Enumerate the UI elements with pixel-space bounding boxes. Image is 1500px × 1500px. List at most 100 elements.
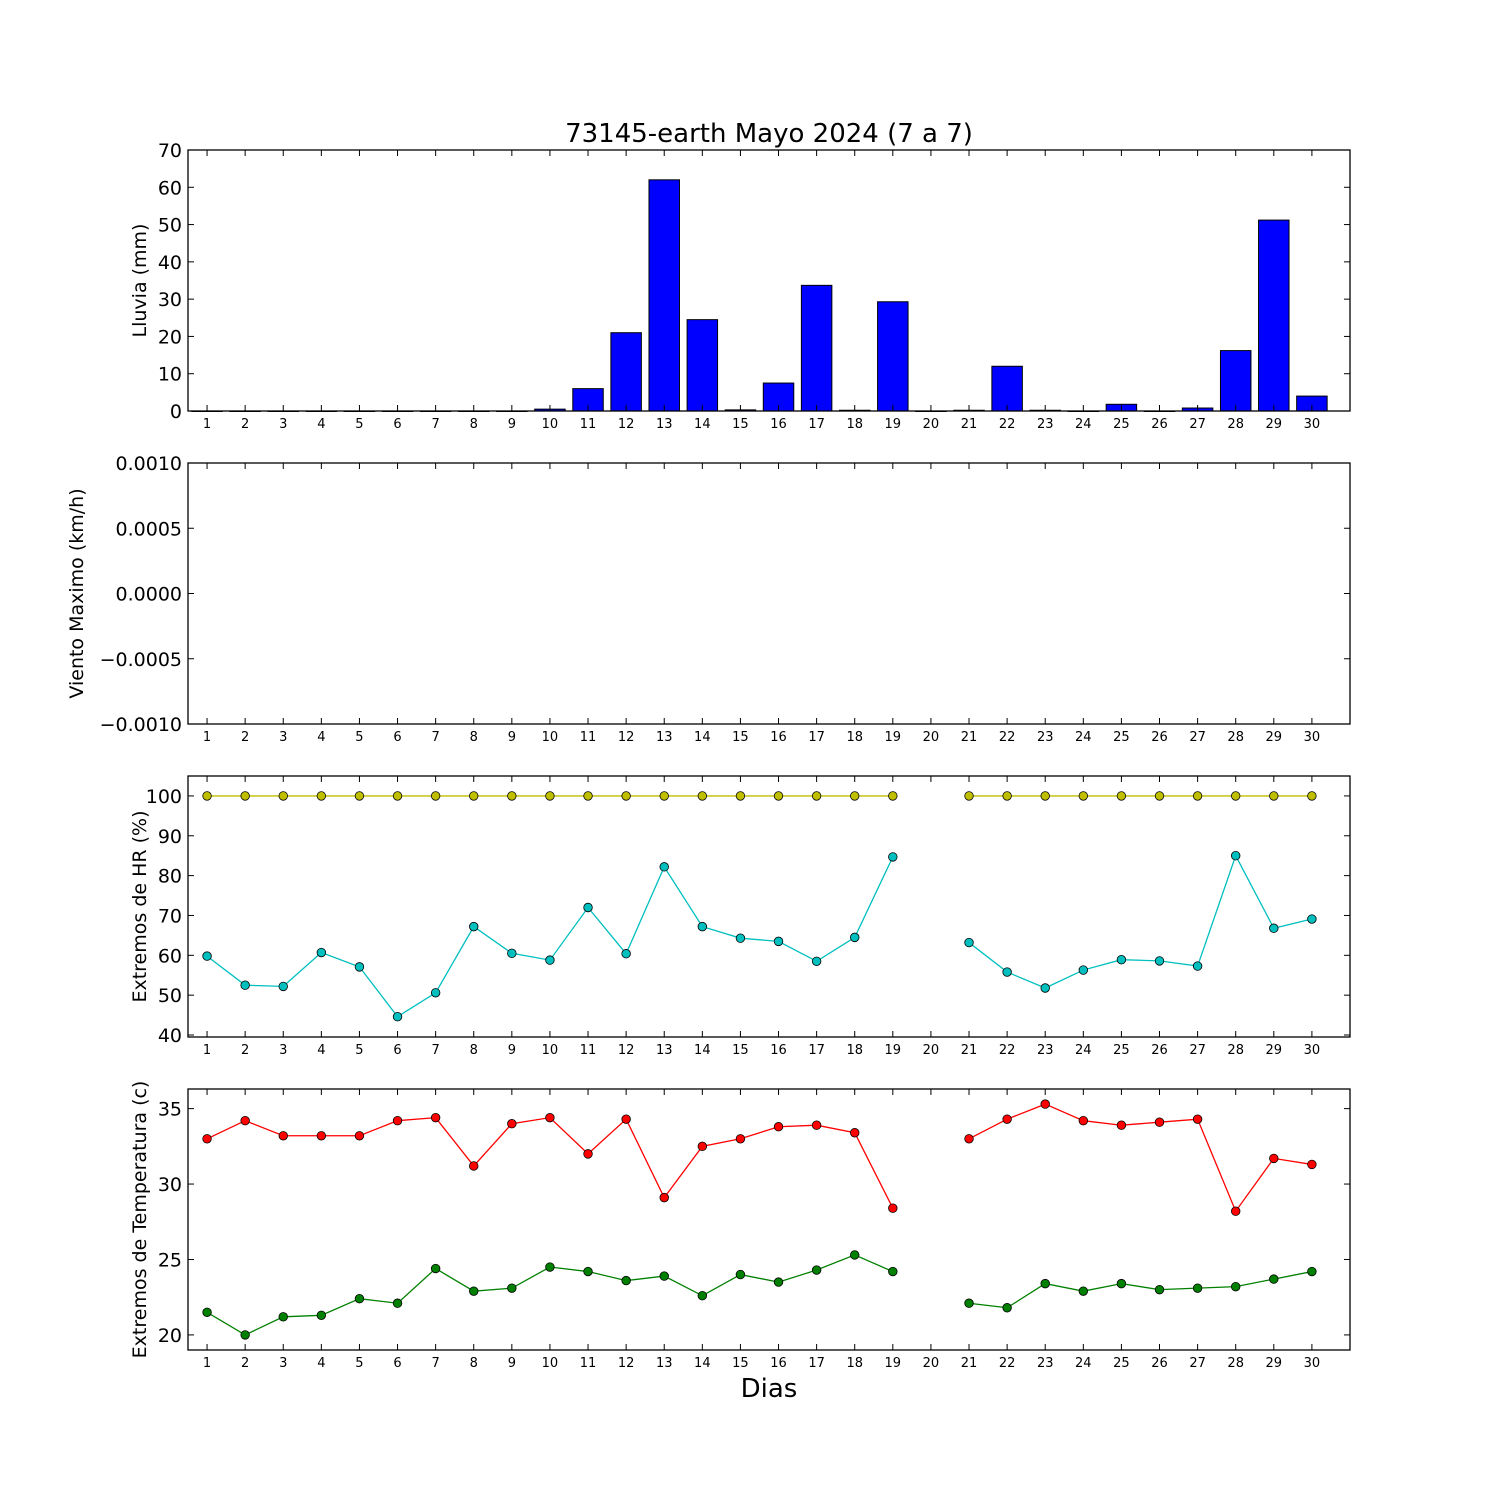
x-tick-label: 17: [808, 1043, 825, 1058]
x-tick-label: 19: [885, 1043, 902, 1058]
x-tick-label: 24: [1075, 417, 1092, 432]
x-tick-label: 4: [317, 1043, 325, 1058]
series-1-point-day-5: [354, 791, 365, 801]
x-tick-label: 8: [470, 730, 478, 745]
series-2-point-day-26: [1154, 1284, 1165, 1295]
x-tick-label: 22: [999, 1043, 1016, 1058]
x-tick-label: 12: [618, 730, 635, 745]
series-1-point-day-25: [1116, 1120, 1127, 1130]
series-2-point-day-17: [811, 1265, 822, 1275]
series-1-point-day-30: [1307, 1159, 1317, 1170]
x-tick-label: 1: [203, 1356, 211, 1371]
y-axis-label: Extremos de Temperatura (c): [129, 1081, 151, 1359]
x-tick-label: 16: [770, 417, 787, 432]
x-tick-label: 17: [808, 417, 825, 432]
series-2-point-day-24: [1078, 1286, 1089, 1296]
series-1-point-day-27: [1192, 791, 1203, 801]
series-1-point-day-29: [1269, 791, 1279, 801]
x-tick-label: 9: [508, 730, 516, 745]
series-1-point-day-2: [240, 1115, 250, 1126]
y-tick-label: 0.0000: [116, 584, 182, 606]
y-tick-label: 35: [158, 1099, 182, 1121]
series-2-line-2: [968, 1270, 1313, 1309]
bar-day-14: [686, 319, 719, 412]
x-tick-label: 4: [317, 1356, 325, 1371]
x-tick-label: 1: [203, 730, 211, 745]
x-tick-label: 22: [999, 417, 1016, 432]
x-tick-label: 30: [1304, 730, 1321, 745]
series-2-point-day-17: [811, 956, 822, 966]
series-2-point-day-2: [240, 1330, 250, 1340]
series-2-point-day-6: [392, 1011, 403, 1022]
series-1-point-day-18: [850, 791, 860, 801]
x-tick-label: 16: [770, 730, 787, 745]
series-2-point-day-11: [583, 1266, 593, 1277]
series-2-point-day-28: [1230, 1281, 1241, 1292]
x-tick-label: 3: [279, 417, 287, 432]
x-tick-label: 20: [923, 1356, 940, 1371]
x-tick-label: 7: [431, 417, 439, 432]
x-tick-label: 22: [999, 730, 1016, 745]
series-2-point-day-22: [1002, 967, 1012, 977]
x-tick-label: 11: [580, 1043, 597, 1058]
x-tick-label: 6: [393, 417, 401, 432]
series-1-point-day-1: [202, 1134, 212, 1144]
series-1-point-day-23: [1040, 1099, 1050, 1109]
series-2-point-day-29: [1269, 923, 1279, 933]
series-1-point-day-13: [659, 1192, 669, 1203]
series-2-point-day-16: [773, 936, 784, 947]
x-tick-label: 4: [317, 730, 325, 745]
series-1-point-day-21: [964, 791, 974, 801]
x-tick-label: 10: [542, 417, 559, 432]
series-2-point-day-15: [735, 933, 746, 943]
x-tick-label: 26: [1151, 417, 1168, 432]
series-1-line-2: [968, 1103, 1313, 1213]
x-tick-label: 28: [1227, 417, 1244, 432]
series-1-point-day-13: [659, 791, 669, 801]
series-2-point-day-7: [430, 988, 441, 998]
x-tick-label: 18: [846, 730, 863, 745]
y-axis-label: Viento Maximo (km/h): [66, 488, 88, 698]
x-tick-label: 14: [694, 1356, 711, 1371]
x-tick-label: 13: [656, 730, 673, 745]
x-tick-label: 25: [1113, 1356, 1130, 1371]
y-tick-label: 0.0010: [116, 453, 182, 475]
x-tick-label: 26: [1151, 1356, 1168, 1371]
bar-day-12: [610, 332, 642, 412]
x-tick-label: 18: [846, 417, 863, 432]
x-tick-label: 16: [770, 1043, 787, 1058]
series-1-point-day-10: [545, 791, 555, 801]
series-2-point-day-16: [773, 1277, 784, 1287]
series-2-point-day-5: [354, 1294, 365, 1304]
series-1-point-day-14: [697, 1141, 708, 1152]
series-2-point-day-9: [507, 1283, 517, 1293]
x-tick-label: 24: [1075, 1356, 1092, 1371]
x-tick-label: 19: [885, 417, 902, 432]
x-tick-label: 15: [732, 1043, 749, 1058]
series-2-point-day-30: [1307, 1266, 1317, 1277]
series-2-point-day-3: [278, 1312, 288, 1322]
x-tick-label: 27: [1189, 1043, 1206, 1058]
y-tick-label: 10: [158, 364, 182, 386]
x-tick-label: 2: [241, 730, 249, 745]
y-tick-label: 60: [158, 177, 182, 199]
series-2-point-day-7: [430, 1263, 441, 1274]
series-1-point-day-9: [507, 1118, 517, 1129]
x-tick-label: 13: [656, 1356, 673, 1371]
x-tick-label: 23: [1037, 417, 1054, 432]
series-2-point-day-4: [316, 947, 327, 958]
x-tick-label: 7: [431, 1043, 439, 1058]
x-tick-label: 14: [694, 1043, 711, 1058]
series-2-point-day-5: [354, 962, 365, 972]
chart-title: 73145-earth Mayo 2024 (7 a 7): [565, 119, 973, 149]
x-tick-label: 21: [961, 417, 978, 432]
x-tick-label: 3: [279, 1043, 287, 1058]
series-2-point-day-21: [964, 1298, 974, 1308]
x-tick-label: 1: [203, 417, 211, 432]
x-tick-label: 23: [1037, 1356, 1054, 1371]
series-2-point-day-10: [545, 1262, 555, 1272]
x-tick-label: 20: [923, 417, 940, 432]
x-tick-label: 30: [1304, 417, 1321, 432]
series-1-point-day-24: [1078, 1115, 1089, 1126]
